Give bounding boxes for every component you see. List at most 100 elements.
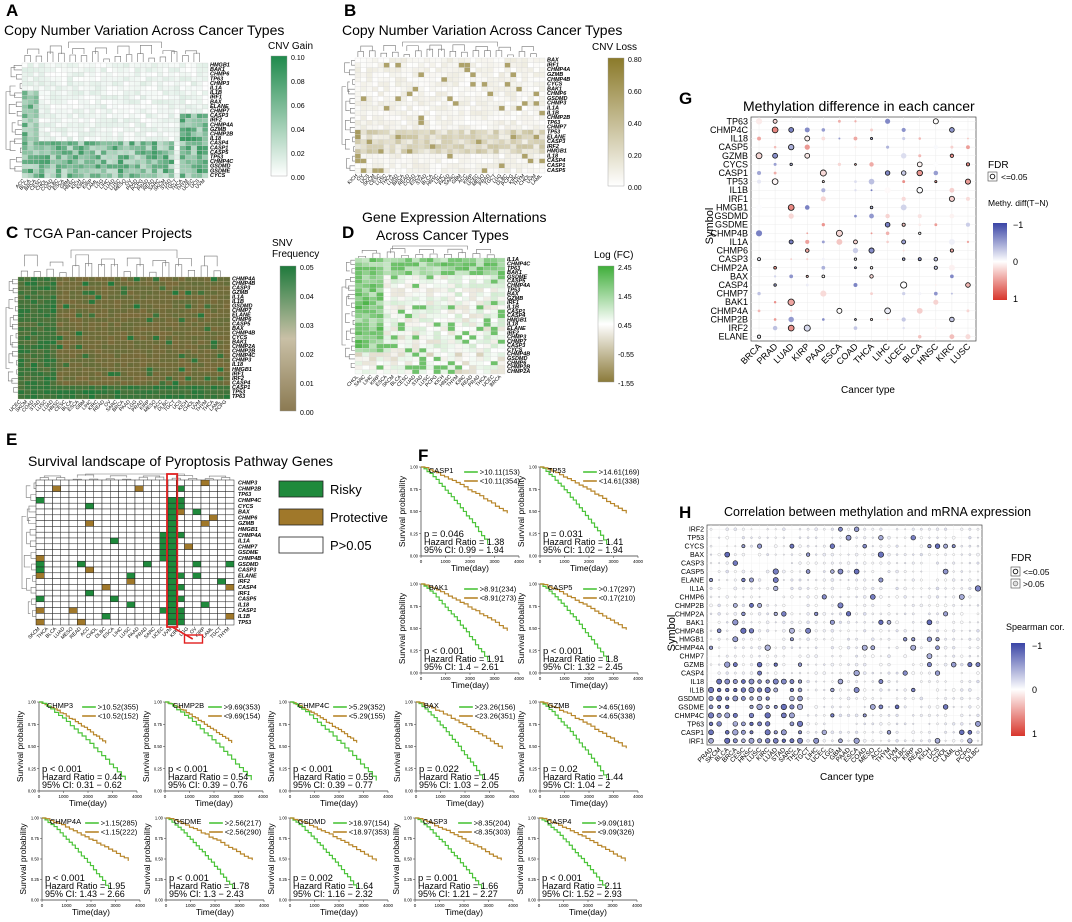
heatmap-cell — [75, 358, 83, 364]
heatmap-cell — [458, 168, 465, 174]
heatmap-cell — [72, 67, 79, 73]
heatmap-cell — [429, 120, 436, 126]
correlation-dot — [717, 553, 721, 557]
gene-label: IRF2 — [210, 118, 222, 124]
heatmap-cell — [458, 115, 465, 121]
heatmap-cell — [411, 300, 420, 306]
heatmap-cell — [185, 145, 192, 151]
survival-cell — [192, 595, 202, 603]
heatmap-cell — [184, 362, 192, 368]
heatmap-cell — [481, 124, 488, 131]
heatmap-cell — [493, 134, 500, 140]
heatmap-cell — [447, 275, 456, 280]
survival-cell — [118, 497, 127, 504]
heatmap-cell — [354, 270, 363, 276]
gene-label: TP63 — [232, 394, 245, 400]
A-colorbar-title: CNV Gain — [268, 41, 313, 52]
heatmap-cell — [454, 352, 463, 357]
heatmap-cell — [106, 62, 113, 68]
gene-label: CHMP4B — [547, 77, 570, 83]
heatmap-cell — [27, 62, 34, 68]
heatmap-cell — [61, 81, 68, 87]
survival-cell — [209, 595, 218, 603]
heatmap-cell — [30, 385, 38, 391]
gene-label: CHMP2B — [238, 486, 261, 492]
gene-label: TP63 — [507, 266, 520, 272]
heatmap-cell — [191, 394, 199, 400]
heatmap-cell — [360, 120, 367, 126]
heatmap-cell — [470, 129, 477, 135]
correlation-dot — [815, 536, 818, 539]
heatmap-cell — [360, 86, 367, 92]
survival-cell — [167, 607, 177, 614]
heatmap-cell — [210, 362, 218, 368]
km-ytick-label: 1.00 — [405, 700, 414, 705]
heatmap-cell — [112, 67, 118, 73]
survival-cell — [52, 497, 61, 504]
heatmap-cell — [38, 81, 45, 87]
heatmap-cell — [101, 349, 109, 354]
heatmap-cell — [521, 72, 528, 78]
heatmap-cell — [27, 122, 34, 128]
methylation-dot — [821, 240, 825, 244]
heatmap-cell — [95, 108, 102, 114]
heatmap-cell — [179, 150, 186, 156]
methylation-dot — [869, 205, 874, 210]
heatmap-cell — [185, 141, 192, 146]
heatmap-cell — [190, 104, 197, 110]
heatmap-cell — [56, 312, 64, 318]
heatmap-cell — [504, 163, 511, 169]
methylation-dot — [820, 196, 826, 202]
survival-cell — [35, 497, 45, 504]
heatmap-cell — [470, 62, 477, 68]
heatmap-cell — [185, 136, 192, 142]
heatmap-cell — [390, 360, 399, 366]
heatmap-cell — [441, 129, 448, 135]
methylation-dot — [821, 136, 826, 141]
heatmap-cell — [49, 317, 57, 323]
km-hazard-ratio: Hazard Ratio = 1.91 — [424, 654, 504, 664]
methylation-dot — [884, 170, 891, 176]
km-ytick-label: 0.50 — [529, 509, 538, 514]
heatmap-cell — [404, 326, 413, 332]
heatmap-cell — [476, 356, 484, 362]
heatmap-cell — [61, 164, 68, 169]
heatmap-cell — [464, 86, 471, 92]
survival-cell — [60, 560, 70, 568]
heatmap-cell — [383, 292, 391, 297]
heatmap-cell — [174, 173, 180, 179]
heatmap-cell — [440, 283, 449, 289]
survival-cell — [192, 479, 202, 487]
survival-cell — [77, 572, 86, 579]
heatmap-cell — [412, 110, 419, 116]
heatmap-cell — [400, 72, 407, 78]
correlation-dot — [839, 536, 842, 539]
heatmap-cell — [24, 362, 31, 368]
heatmap-cell — [17, 367, 25, 373]
methylation-dot — [821, 265, 826, 270]
heatmap-cell — [204, 303, 211, 309]
heatmap-cell — [426, 300, 434, 306]
methylation-dot — [950, 292, 953, 295]
heatmap-cell — [24, 322, 31, 327]
survival-cell — [118, 479, 127, 487]
heatmap-cell — [152, 312, 160, 318]
heatmap-cell — [377, 120, 384, 126]
axis-label-y-G: Symbol — [704, 208, 716, 245]
heatmap-cell — [516, 96, 523, 102]
heatmap-cell — [406, 115, 413, 121]
heatmap-cell — [361, 348, 370, 353]
heatmap-cell — [440, 352, 449, 357]
methylation-dot — [966, 309, 970, 313]
heatmap-cell — [366, 129, 373, 135]
heatmap-cell — [82, 349, 89, 354]
heatmap-cell — [490, 275, 499, 280]
heatmap-cell — [354, 330, 363, 336]
heatmap-cell — [120, 317, 128, 323]
gene-label: CASP4 — [507, 313, 525, 319]
methylation-dot — [773, 265, 777, 270]
survival-cell — [60, 572, 70, 579]
heatmap-cell — [94, 371, 102, 377]
heatmap-cell — [383, 266, 391, 272]
A-colorbar-tick: 0.06 — [291, 103, 305, 110]
